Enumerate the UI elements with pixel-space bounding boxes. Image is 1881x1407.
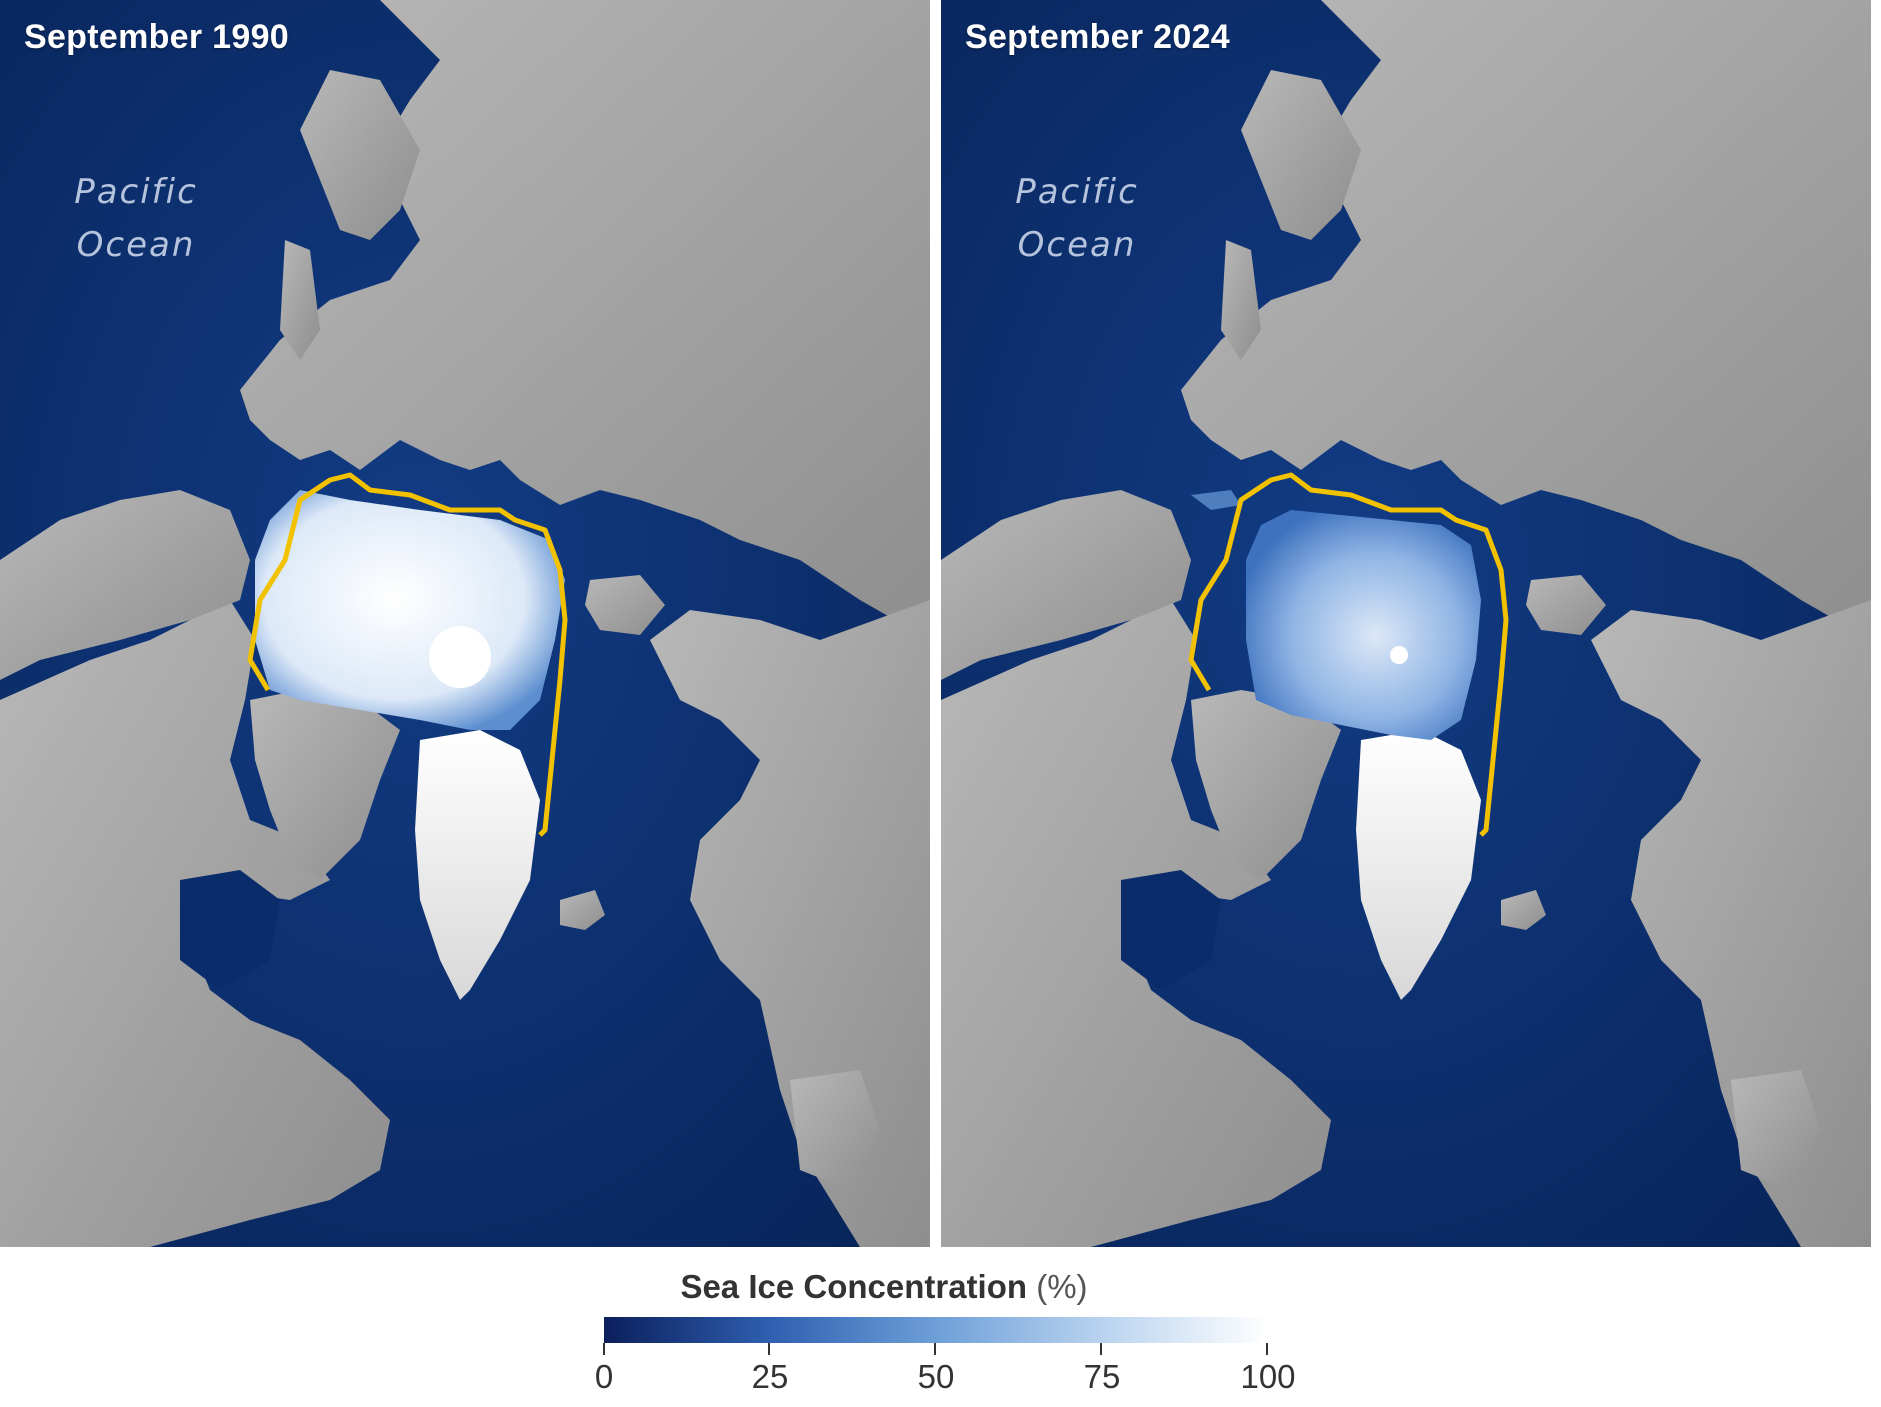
colorbar-tick-0 — [603, 1343, 605, 1355]
colorbar-tick-label: 25 — [751, 1358, 789, 1395]
panel-title: September 2024 — [965, 18, 1231, 56]
land-svalbard — [1526, 575, 1606, 635]
ocean-label-pacific: Pacific Ocean — [56, 166, 216, 272]
colorbar-tick-label: 100 — [1240, 1358, 1296, 1395]
land-uk — [790, 1070, 880, 1190]
pole-hole-1990 — [429, 626, 491, 688]
median-ice-edge-2024 — [1188, 472, 1509, 837]
land-iceland — [560, 890, 605, 930]
land-canadian-archipelago — [250, 690, 400, 880]
colorbar — [604, 1317, 1268, 1343]
legend-title: Sea Ice Concentration (%) — [604, 1268, 1164, 1306]
land-greenland — [1356, 730, 1481, 1000]
colorbar-tick-25 — [768, 1343, 770, 1355]
sea-ice-fragment — [1191, 490, 1241, 510]
ocean-label-line-1: Pacific — [74, 172, 198, 212]
colorbar-tick-75 — [1100, 1343, 1102, 1355]
land-svalbard — [585, 575, 665, 635]
land-uk — [1731, 1070, 1821, 1190]
land-greenland — [415, 730, 540, 1000]
hudson-bay — [1121, 870, 1221, 990]
ocean-label-line-2: Ocean — [1017, 225, 1137, 265]
colorbar-tick-100 — [1266, 1343, 1268, 1355]
legend-title-text: Sea Ice Concentration — [680, 1268, 1028, 1305]
median-ice-edge-1990 — [247, 472, 568, 837]
colorbar-tick-50 — [934, 1343, 936, 1355]
arctic-map-1990 — [0, 0, 930, 1247]
sea-ice-2024 — [1246, 510, 1481, 740]
land-sakhalin — [1221, 240, 1261, 360]
land-kamchatka — [300, 70, 420, 240]
colorbar-tick-label: 0 — [594, 1358, 614, 1395]
panel-title: September 1990 — [24, 18, 290, 56]
arctic-map-2024 — [941, 0, 1871, 1247]
land-canadian-archipelago — [1191, 690, 1341, 880]
legend-unit: (%) — [1036, 1268, 1088, 1305]
ocean-label-pacific: Pacific Ocean — [997, 166, 1157, 272]
hudson-bay — [180, 870, 280, 990]
colorbar-tick-label: 50 — [917, 1358, 955, 1395]
land-alaska — [0, 490, 250, 680]
ocean-label-line-1: Pacific — [1015, 172, 1139, 212]
pole-hole-2024 — [1390, 646, 1408, 664]
land-sakhalin — [280, 240, 320, 360]
colorbar-tick-label: 75 — [1083, 1358, 1121, 1395]
land-kamchatka — [1241, 70, 1361, 240]
map-panel-2024: September 2024 Pacific Ocean — [941, 0, 1871, 1247]
ocean-label-line-2: Ocean — [76, 225, 196, 265]
land-iceland — [1501, 890, 1546, 930]
map-panel-1990: September 1990 Pacific Ocean — [0, 0, 930, 1247]
land-alaska — [941, 490, 1191, 680]
